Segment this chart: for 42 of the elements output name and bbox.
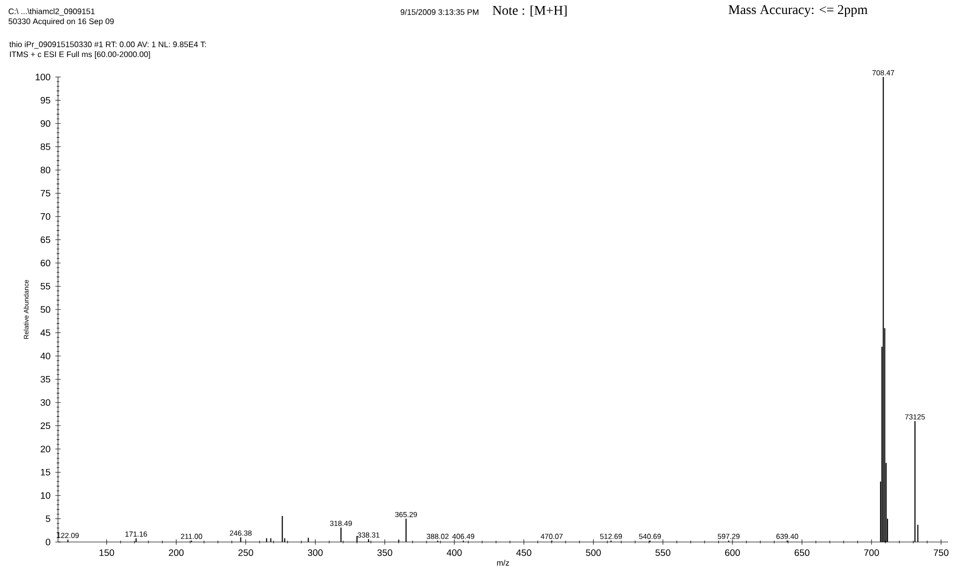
chart-title: thio iPr_090915150330 #1 RT: 0.00 AV: 1 NL: 9.85E4 T: — [9, 41, 206, 49]
y-tick-label: 15 — [40, 468, 50, 476]
y-tick-label: 100 — [36, 74, 50, 80]
x-tick-label: 500 — [586, 549, 601, 556]
x-tick-label: 150 — [100, 549, 114, 556]
x-tick-label: 350 — [377, 549, 392, 556]
x-tick-label: 200 — [168, 549, 184, 556]
y-tick-label: 65 — [40, 236, 50, 244]
y-tick-label: 80 — [40, 166, 50, 174]
y-tick-label: 30 — [40, 399, 50, 406]
y-tick-label: 95 — [40, 96, 50, 104]
y-tick-label: 55 — [40, 282, 50, 290]
y-tick-label: 45 — [40, 329, 50, 336]
y-tick-label: 75 — [40, 190, 50, 196]
x-tick-label: 550 — [656, 549, 670, 556]
y-tick-label: 0 — [46, 538, 50, 546]
y-tick-label: 5 — [46, 515, 50, 522]
x-tick-label: 450 — [516, 549, 532, 556]
x-tick-label: 400 — [446, 549, 462, 556]
y-tick-label: 40 — [40, 352, 50, 360]
y-tick-label: 50 — [40, 306, 50, 313]
text: 50330 Acquired on 16 Sep 09 — [8, 18, 114, 26]
x-tick-label: 300 — [308, 549, 323, 556]
text: 9/15/2009 3:13:35 PM — [400, 9, 478, 15]
x-tick-label: 750 — [934, 549, 948, 556]
text: C:\ ...\thiamcl2_0909151 — [8, 8, 95, 16]
y-tick-label: 25 — [40, 422, 50, 430]
x-tick-label: 650 — [794, 549, 810, 556]
x-tick-label: 250 — [238, 549, 254, 556]
text: Mass Accuracy: <= 2ppm — [728, 5, 868, 17]
y-tick-label: 35 — [40, 376, 50, 383]
text: Note : [M+H] — [492, 5, 567, 17]
x-tick-label: 700 — [864, 549, 879, 556]
y-tick-label: 20 — [40, 446, 50, 452]
y-tick-label: 60 — [40, 260, 50, 266]
y-tick-label: 70 — [40, 213, 50, 220]
y-tick-label: 90 — [40, 120, 50, 127]
y-tick-label: 10 — [40, 492, 50, 499]
y-tick-label: 85 — [40, 143, 50, 150]
x-tick-label: 600 — [725, 549, 740, 556]
x-axis-title: m/z — [497, 560, 510, 566]
chart-subtitle: ITMS + c ESI E Full ms [60.00-2000.00] — [10, 51, 150, 59]
